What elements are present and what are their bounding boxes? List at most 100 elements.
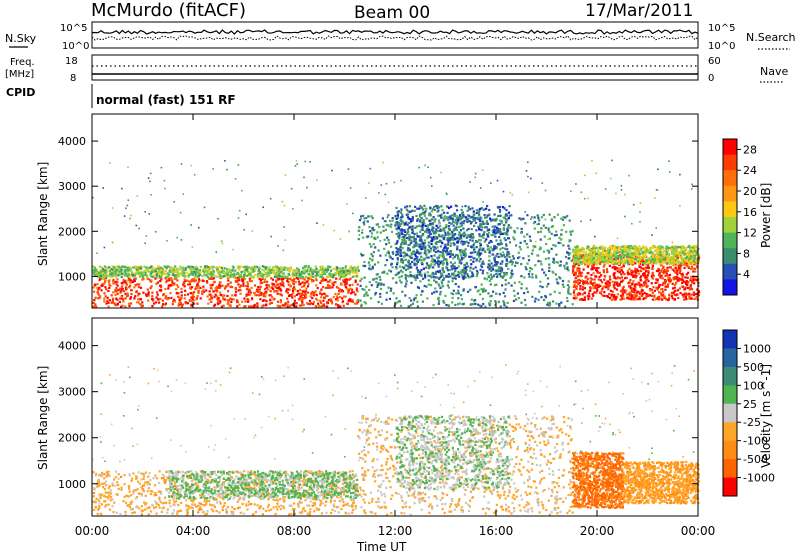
data-cell	[396, 258, 399, 261]
data-cell	[390, 263, 393, 266]
data-cell	[229, 304, 232, 307]
data-cell	[416, 271, 420, 274]
data-cell	[282, 285, 285, 288]
data-cell	[493, 284, 497, 287]
data-cell	[112, 291, 115, 294]
data-cell	[507, 282, 510, 285]
data-cell	[101, 282, 104, 285]
data-cell	[527, 255, 530, 258]
data-cell	[137, 286, 140, 289]
data-cell	[421, 234, 424, 237]
data-cell	[463, 219, 466, 223]
data-cell	[565, 261, 568, 265]
data-cell	[126, 269, 129, 272]
data-cell	[268, 302, 272, 305]
data-cell	[391, 257, 394, 260]
data-cell	[549, 293, 552, 296]
data-cell	[415, 262, 418, 265]
data-cell	[387, 214, 390, 217]
data-cell	[121, 266, 124, 269]
data-cell	[494, 232, 497, 235]
data-cell	[274, 266, 277, 269]
data-cell	[420, 261, 423, 264]
data-cell	[109, 284, 112, 287]
data-cell	[232, 298, 235, 301]
data-cell	[411, 302, 414, 305]
data-cell	[427, 274, 430, 277]
data-cell	[404, 264, 407, 267]
data-cell	[617, 276, 620, 279]
data-cell	[404, 230, 407, 233]
data-cell	[117, 274, 120, 277]
data-cell	[374, 291, 377, 295]
data-cell	[413, 257, 416, 261]
data-cell	[427, 256, 430, 259]
data-cell	[124, 281, 128, 284]
data-cell	[665, 269, 668, 272]
data-cell	[656, 269, 659, 273]
data-cell	[398, 234, 401, 238]
data-cell	[206, 272, 209, 275]
data-cell	[524, 222, 527, 225]
data-cell	[434, 235, 437, 238]
data-cell	[668, 273, 672, 276]
data-cell	[286, 291, 289, 294]
data-cell	[197, 291, 200, 294]
data-cell	[413, 244, 416, 247]
data-cell	[469, 222, 473, 225]
data-cell	[351, 275, 354, 278]
data-cell	[466, 220, 469, 223]
data-cell	[335, 266, 338, 269]
data-cell	[625, 289, 628, 292]
data-cell	[286, 305, 289, 308]
data-cell	[513, 231, 516, 234]
data-cell	[427, 234, 430, 238]
data-cell	[612, 272, 616, 275]
data-cell	[669, 278, 672, 281]
data-cell	[413, 251, 416, 255]
data-cell	[435, 228, 438, 231]
data-cell	[421, 228, 425, 232]
data-cell	[226, 284, 229, 287]
data-cell	[275, 272, 278, 276]
data-cell	[489, 283, 492, 286]
data-cell	[611, 280, 614, 283]
data-cell	[671, 297, 674, 300]
data-cell	[327, 276, 330, 279]
data-cell	[429, 284, 433, 287]
data-cell	[621, 280, 624, 283]
data-cell	[286, 269, 289, 272]
data-cell	[409, 271, 412, 274]
data-cell	[459, 229, 462, 232]
data-cell	[566, 266, 569, 269]
data-cell	[360, 254, 363, 257]
data-cell	[652, 286, 655, 289]
data-cell	[202, 269, 205, 272]
data-cell	[270, 286, 273, 289]
data-cell	[180, 287, 183, 290]
data-cell	[476, 271, 479, 274]
data-cell	[505, 272, 508, 275]
data-cell	[436, 204, 439, 208]
data-cell	[337, 286, 340, 290]
data-cell	[601, 294, 604, 297]
data-cell	[396, 301, 399, 304]
data-cell	[422, 243, 425, 246]
data-cell	[337, 304, 340, 307]
data-cell	[423, 258, 426, 261]
data-cell	[635, 271, 638, 274]
data-cell	[500, 262, 504, 265]
data-cell	[406, 232, 409, 235]
data-cell	[690, 293, 693, 296]
data-cell	[392, 252, 395, 255]
data-cell	[101, 276, 104, 279]
data-cell	[473, 216, 476, 219]
data-cell	[689, 285, 692, 288]
data-cell	[440, 235, 443, 238]
data-cell	[550, 218, 553, 221]
data-cell	[433, 208, 436, 212]
data-cell	[236, 276, 239, 279]
data-cell	[376, 285, 379, 288]
data-cell	[474, 266, 477, 269]
nave-label: Nave	[760, 65, 788, 78]
